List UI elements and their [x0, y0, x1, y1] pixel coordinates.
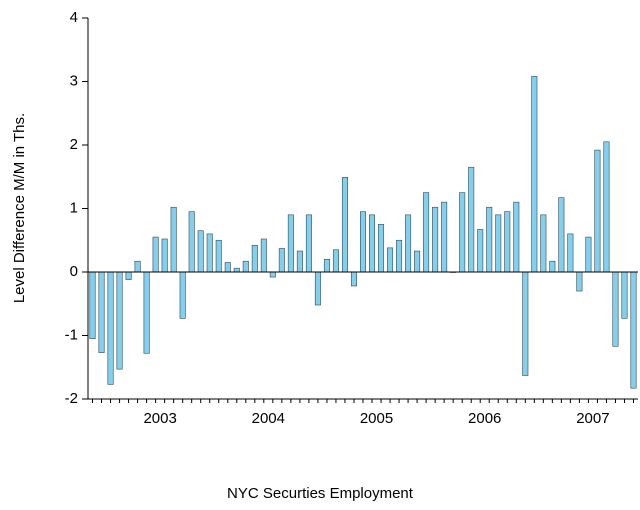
bar [206, 233, 213, 273]
bar [233, 267, 240, 273]
bar [305, 214, 312, 273]
bar [396, 239, 403, 273]
x-axis-label: NYC Securties Employment [227, 485, 414, 502]
bar [459, 192, 466, 273]
bar [278, 248, 285, 273]
y-tick-label: -1 [65, 326, 78, 343]
bar [513, 201, 520, 273]
bar [107, 271, 114, 385]
y-tick-label: -2 [65, 390, 78, 407]
bar [134, 260, 141, 273]
bar [522, 271, 529, 376]
bar [441, 201, 448, 273]
bar [432, 206, 439, 273]
x-tick-label: 2007 [576, 410, 609, 427]
bar [179, 271, 186, 319]
bar [423, 192, 430, 273]
bar [242, 260, 249, 273]
bar [603, 141, 610, 273]
y-tick-label: 3 [70, 72, 78, 89]
bar [323, 258, 330, 273]
bar [89, 271, 96, 339]
bar [161, 238, 168, 273]
bar [287, 214, 294, 273]
bar [486, 206, 493, 273]
bar [350, 271, 357, 287]
bar [197, 230, 204, 273]
y-tick-label: 0 [70, 263, 78, 280]
bar [387, 247, 394, 273]
bar [170, 206, 177, 273]
y-tick-label: 1 [70, 199, 78, 216]
bar [621, 271, 628, 319]
bar [468, 166, 475, 273]
bar [405, 214, 412, 273]
bar [296, 250, 303, 273]
bar [630, 271, 637, 389]
bar [314, 271, 321, 306]
bar [269, 271, 276, 278]
bar [549, 260, 556, 273]
bar [495, 214, 502, 273]
bar [260, 238, 267, 273]
y-tick-label: 4 [70, 9, 78, 26]
bar [585, 236, 592, 273]
bar [125, 271, 132, 280]
bar [567, 233, 574, 273]
bar [414, 250, 421, 273]
bar [359, 211, 367, 273]
bar [612, 271, 619, 347]
bar [116, 271, 123, 370]
bar [251, 245, 258, 273]
x-tick-label: 2003 [143, 410, 176, 427]
bar [215, 239, 222, 273]
y-tick-label: 2 [70, 136, 78, 153]
bar [224, 262, 231, 273]
bar [477, 229, 484, 273]
bar [378, 224, 385, 273]
bar [576, 271, 583, 292]
bar [188, 211, 195, 273]
bar [504, 211, 511, 273]
bar [558, 197, 565, 273]
x-tick-label: 2005 [360, 410, 393, 427]
bar [594, 149, 601, 273]
bar [369, 214, 376, 273]
bar [341, 177, 348, 273]
bar [143, 271, 150, 354]
x-tick-label: 2004 [252, 410, 285, 427]
bar [531, 76, 538, 273]
bar [540, 214, 547, 273]
bar [98, 271, 105, 353]
bar [332, 249, 339, 273]
bar [152, 236, 159, 273]
y-axis-label: Level Difference M/M in Ths. [11, 113, 28, 303]
x-tick-label: 2006 [468, 410, 501, 427]
